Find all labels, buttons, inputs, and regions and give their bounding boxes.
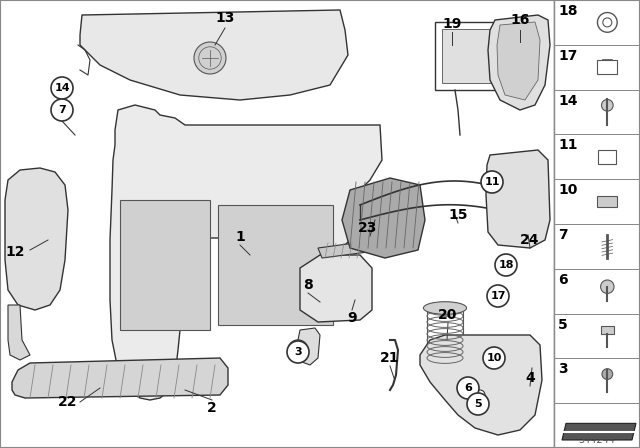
Text: 10: 10 <box>558 183 577 197</box>
Polygon shape <box>300 255 372 322</box>
Circle shape <box>495 254 517 276</box>
Polygon shape <box>562 423 636 440</box>
Polygon shape <box>298 328 320 365</box>
Bar <box>554 134 640 179</box>
Circle shape <box>475 390 485 400</box>
Bar <box>554 90 640 134</box>
Polygon shape <box>5 168 68 310</box>
Text: 7: 7 <box>558 228 568 242</box>
Polygon shape <box>486 150 550 248</box>
Circle shape <box>600 280 614 293</box>
Bar <box>554 0 640 45</box>
Circle shape <box>51 99 73 121</box>
Bar <box>554 358 640 403</box>
Text: 19: 19 <box>442 17 461 31</box>
Text: 2: 2 <box>207 401 217 415</box>
Circle shape <box>194 42 226 74</box>
Polygon shape <box>80 10 348 100</box>
Bar <box>600 326 614 334</box>
Bar <box>598 60 617 74</box>
Text: 22: 22 <box>58 395 77 409</box>
Text: 5: 5 <box>558 318 568 332</box>
Polygon shape <box>8 305 30 360</box>
Text: 18: 18 <box>499 260 514 270</box>
Bar <box>554 0 640 448</box>
Text: 23: 23 <box>358 221 378 235</box>
Polygon shape <box>497 22 540 100</box>
Circle shape <box>481 171 503 193</box>
Circle shape <box>487 285 509 307</box>
Text: 14: 14 <box>558 94 577 108</box>
Circle shape <box>288 340 308 360</box>
Ellipse shape <box>424 302 467 314</box>
Text: 11: 11 <box>558 138 577 152</box>
Text: 4: 4 <box>525 371 535 385</box>
Text: 8: 8 <box>303 278 313 292</box>
Bar <box>554 179 640 224</box>
Text: 17: 17 <box>490 291 506 301</box>
Text: 3: 3 <box>294 347 302 357</box>
Bar <box>442 29 496 83</box>
Text: 13: 13 <box>215 11 235 25</box>
Polygon shape <box>12 358 228 398</box>
Circle shape <box>603 18 612 27</box>
Text: 21: 21 <box>380 351 400 365</box>
Circle shape <box>457 377 479 399</box>
Text: 344244: 344244 <box>579 435 616 445</box>
Polygon shape <box>110 105 382 400</box>
Circle shape <box>483 347 505 369</box>
Text: 6: 6 <box>558 273 568 287</box>
Polygon shape <box>318 242 368 258</box>
Text: 15: 15 <box>448 208 468 222</box>
Text: 16: 16 <box>510 13 530 27</box>
Circle shape <box>602 369 612 379</box>
Circle shape <box>463 385 473 395</box>
Circle shape <box>51 77 73 99</box>
Text: 12: 12 <box>5 245 25 259</box>
Bar <box>218 205 333 325</box>
Polygon shape <box>488 15 550 110</box>
Text: 17: 17 <box>558 49 577 63</box>
Text: 10: 10 <box>486 353 502 363</box>
Text: 14: 14 <box>54 83 70 93</box>
Bar <box>0 0 554 448</box>
Circle shape <box>602 99 613 111</box>
Bar <box>554 224 640 269</box>
Text: 3: 3 <box>558 362 568 376</box>
Bar <box>598 196 617 207</box>
Text: 7: 7 <box>58 105 66 115</box>
Bar <box>554 314 640 358</box>
Text: 11: 11 <box>484 177 500 187</box>
Bar <box>554 45 640 90</box>
Bar <box>554 269 640 314</box>
Polygon shape <box>342 178 425 258</box>
Bar <box>435 22 503 90</box>
Bar <box>120 200 210 330</box>
Text: 24: 24 <box>520 233 540 247</box>
Text: 5: 5 <box>474 399 482 409</box>
Bar <box>554 403 640 448</box>
Text: 9: 9 <box>347 311 357 325</box>
Text: 20: 20 <box>438 308 458 322</box>
Circle shape <box>287 341 309 363</box>
Circle shape <box>467 393 489 415</box>
Text: 18: 18 <box>558 4 577 18</box>
Text: 6: 6 <box>464 383 472 393</box>
Polygon shape <box>420 335 542 435</box>
Text: 1: 1 <box>235 230 245 244</box>
